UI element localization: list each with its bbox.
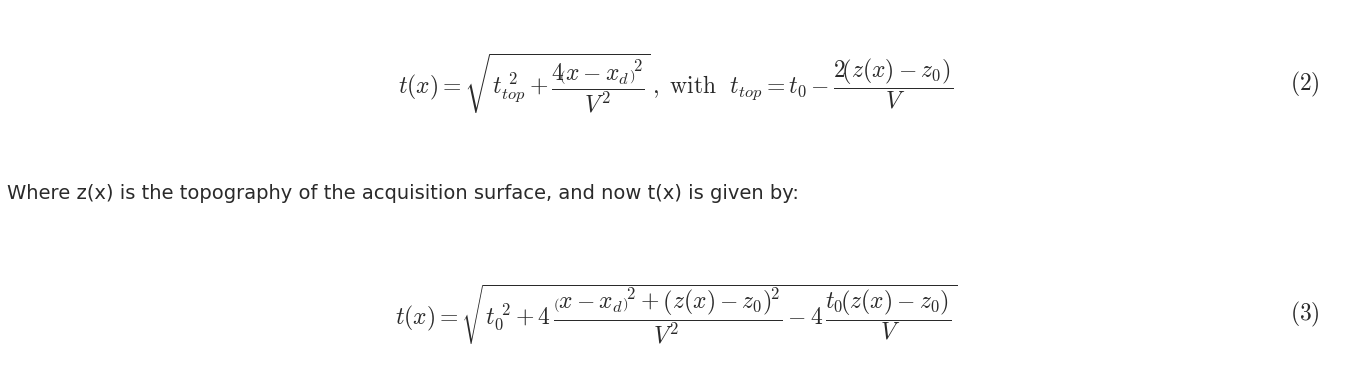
Text: $(3)$: $(3)$ [1290, 300, 1320, 329]
Text: $t(x) = \sqrt{t_0^{\ 2} + 4\,\dfrac{\left(x - x_d\right)^{\!2} + \left(z(x) - z_: $t(x) = \sqrt{t_0^{\ 2} + 4\,\dfrac{\lef… [395, 283, 957, 347]
Text: $t(x) = \sqrt{t_{top}^{\ 2} + \dfrac{4\!\left(x - x_d\right)^{\!2}}{V^2}}\,,\ \m: $t(x) = \sqrt{t_{top}^{\ 2} + \dfrac{4\!… [399, 52, 953, 116]
Text: $(2)$: $(2)$ [1290, 70, 1320, 99]
Text: Where z(x) is the topography of the acquisition surface, and now t(x) is given b: Where z(x) is the topography of the acqu… [7, 184, 799, 203]
